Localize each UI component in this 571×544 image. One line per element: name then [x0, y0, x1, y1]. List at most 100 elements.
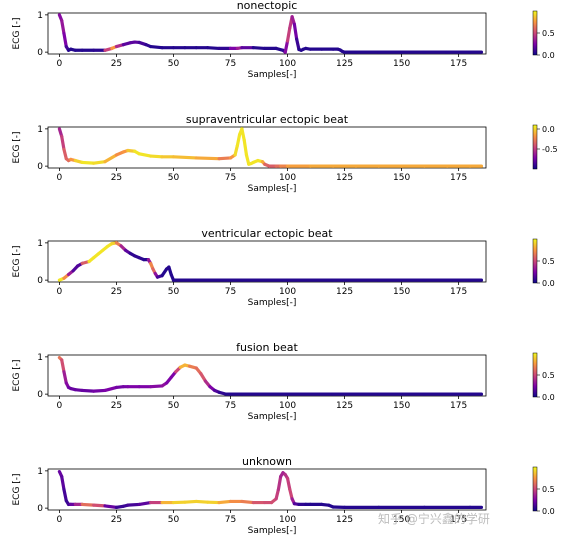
line-segment	[137, 500, 153, 507]
line-segment	[240, 127, 246, 142]
line-segment	[60, 18, 66, 36]
axes-frame	[47, 468, 487, 511]
colorbar: 0.0 0.5	[532, 238, 555, 288]
watermark: 知乎 @宁兴鑫的学研	[378, 512, 490, 526]
line-segment	[80, 160, 96, 165]
line-segment	[149, 384, 164, 389]
x-tick-label: 100	[279, 173, 296, 183]
y-tick-label: 0	[37, 504, 43, 514]
x-tick-label: 50	[168, 515, 180, 525]
x-tick-label: 0	[57, 515, 63, 525]
line-segment	[62, 487, 68, 503]
colorbar: 0.0 0.5	[532, 352, 555, 402]
x-tick-label: 175	[450, 59, 467, 69]
line-segment	[240, 499, 255, 505]
line-segment	[62, 31, 68, 49]
line-segment	[149, 154, 164, 159]
x-tick-label: 100	[279, 287, 296, 297]
colorbar: 0.0 0.5	[532, 466, 555, 516]
x-tick-label: 0	[57, 173, 63, 183]
y-tick-label: 0	[37, 390, 43, 400]
ecg-line	[57, 470, 484, 509]
x-axis-label: Samples[-]	[248, 298, 297, 308]
x-tick-label: 175	[450, 401, 467, 411]
subplot-title: supraventricular ectopic beat	[186, 113, 349, 126]
x-tick-label: 175	[450, 173, 467, 183]
line-segment	[194, 156, 221, 161]
line-segment	[292, 22, 299, 41]
colorbar-tick-label: 0.0	[542, 51, 555, 60]
x-tick-label: 150	[393, 401, 410, 411]
x-tick-label: 0	[57, 59, 63, 69]
subplot-title: ventricular ectopic beat	[201, 227, 333, 240]
colorbar-tick-label: 0.0	[542, 279, 555, 288]
line-segment	[92, 503, 107, 508]
x-tick-label: 50	[168, 173, 180, 183]
x-tick-label: 25	[111, 59, 122, 69]
line-segment	[295, 37, 301, 52]
ecg-line	[57, 241, 484, 282]
line-segment	[62, 370, 68, 385]
line-segment	[285, 26, 292, 43]
x-axis-label: Samples[-]	[248, 412, 297, 422]
line-segment	[183, 499, 198, 504]
colorbar-tick-label: 0.0	[542, 393, 555, 402]
colorbar-gradient	[532, 352, 538, 398]
colorbar-tick-label: 0.5	[542, 371, 555, 380]
colorbar-tick-label: 0.5	[542, 257, 555, 266]
colorbar-gradient	[532, 238, 538, 284]
y-axis-label: ECG [-]	[12, 245, 22, 277]
subplot-4: fusion beat 0 25 50 75 100 125 150 175 0 1 Samples[…	[12, 341, 555, 422]
y-tick-label: 1	[37, 239, 43, 249]
axes-frame	[47, 354, 487, 397]
y-tick-label: 1	[37, 467, 43, 477]
colorbar-gradient	[532, 466, 538, 512]
line-segment	[235, 132, 242, 148]
colorbar-tick-label: 0.5	[542, 485, 555, 494]
y-tick-label: 1	[37, 125, 43, 135]
line-segment	[217, 499, 233, 505]
x-tick-label: 125	[336, 401, 353, 411]
x-tick-label: 75	[225, 287, 236, 297]
x-tick-label: 100	[279, 401, 296, 411]
x-tick-label: 125	[336, 173, 353, 183]
x-tick-label: 75	[225, 173, 236, 183]
colorbar-gradient	[532, 124, 538, 170]
line-segment	[60, 358, 66, 374]
x-tick-label: 150	[393, 515, 410, 525]
x-tick-label: 50	[168, 287, 180, 297]
line-segment	[217, 156, 233, 161]
x-tick-label: 25	[111, 515, 122, 525]
line-segment	[126, 502, 141, 507]
x-axis-label: Samples[-]	[248, 526, 297, 536]
x-tick-label: 50	[168, 401, 180, 411]
x-tick-label: 150	[393, 173, 410, 183]
x-tick-label: 25	[111, 401, 122, 411]
x-tick-label: 50	[168, 59, 180, 69]
subplot-title: nonectopic	[237, 0, 298, 12]
ecg-line	[57, 13, 484, 54]
y-axis-label: ECG [-]	[12, 359, 22, 391]
x-tick-label: 25	[111, 173, 122, 183]
x-tick-label: 0	[57, 287, 63, 297]
axes-frame	[47, 12, 487, 55]
y-tick-label: 1	[37, 353, 43, 363]
line-segment	[60, 134, 66, 151]
line-segment	[80, 388, 96, 393]
x-tick-label: 150	[393, 287, 410, 297]
line-segment	[103, 153, 119, 164]
y-axis-label: ECG [-]	[12, 17, 22, 49]
axes-frame	[47, 126, 487, 169]
axes-frame	[47, 240, 487, 283]
colorbar: 0.0 0.5	[532, 10, 555, 60]
line-segment	[283, 39, 290, 54]
x-tick-label: 125	[336, 59, 353, 69]
x-tick-label: 100	[279, 59, 296, 69]
y-axis-label: ECG [-]	[12, 131, 22, 163]
x-tick-label: 175	[450, 287, 467, 297]
x-tick-label: 150	[393, 59, 410, 69]
ecg-line	[57, 356, 484, 396]
line-segment	[149, 44, 164, 50]
y-tick-label: 1	[37, 11, 43, 21]
